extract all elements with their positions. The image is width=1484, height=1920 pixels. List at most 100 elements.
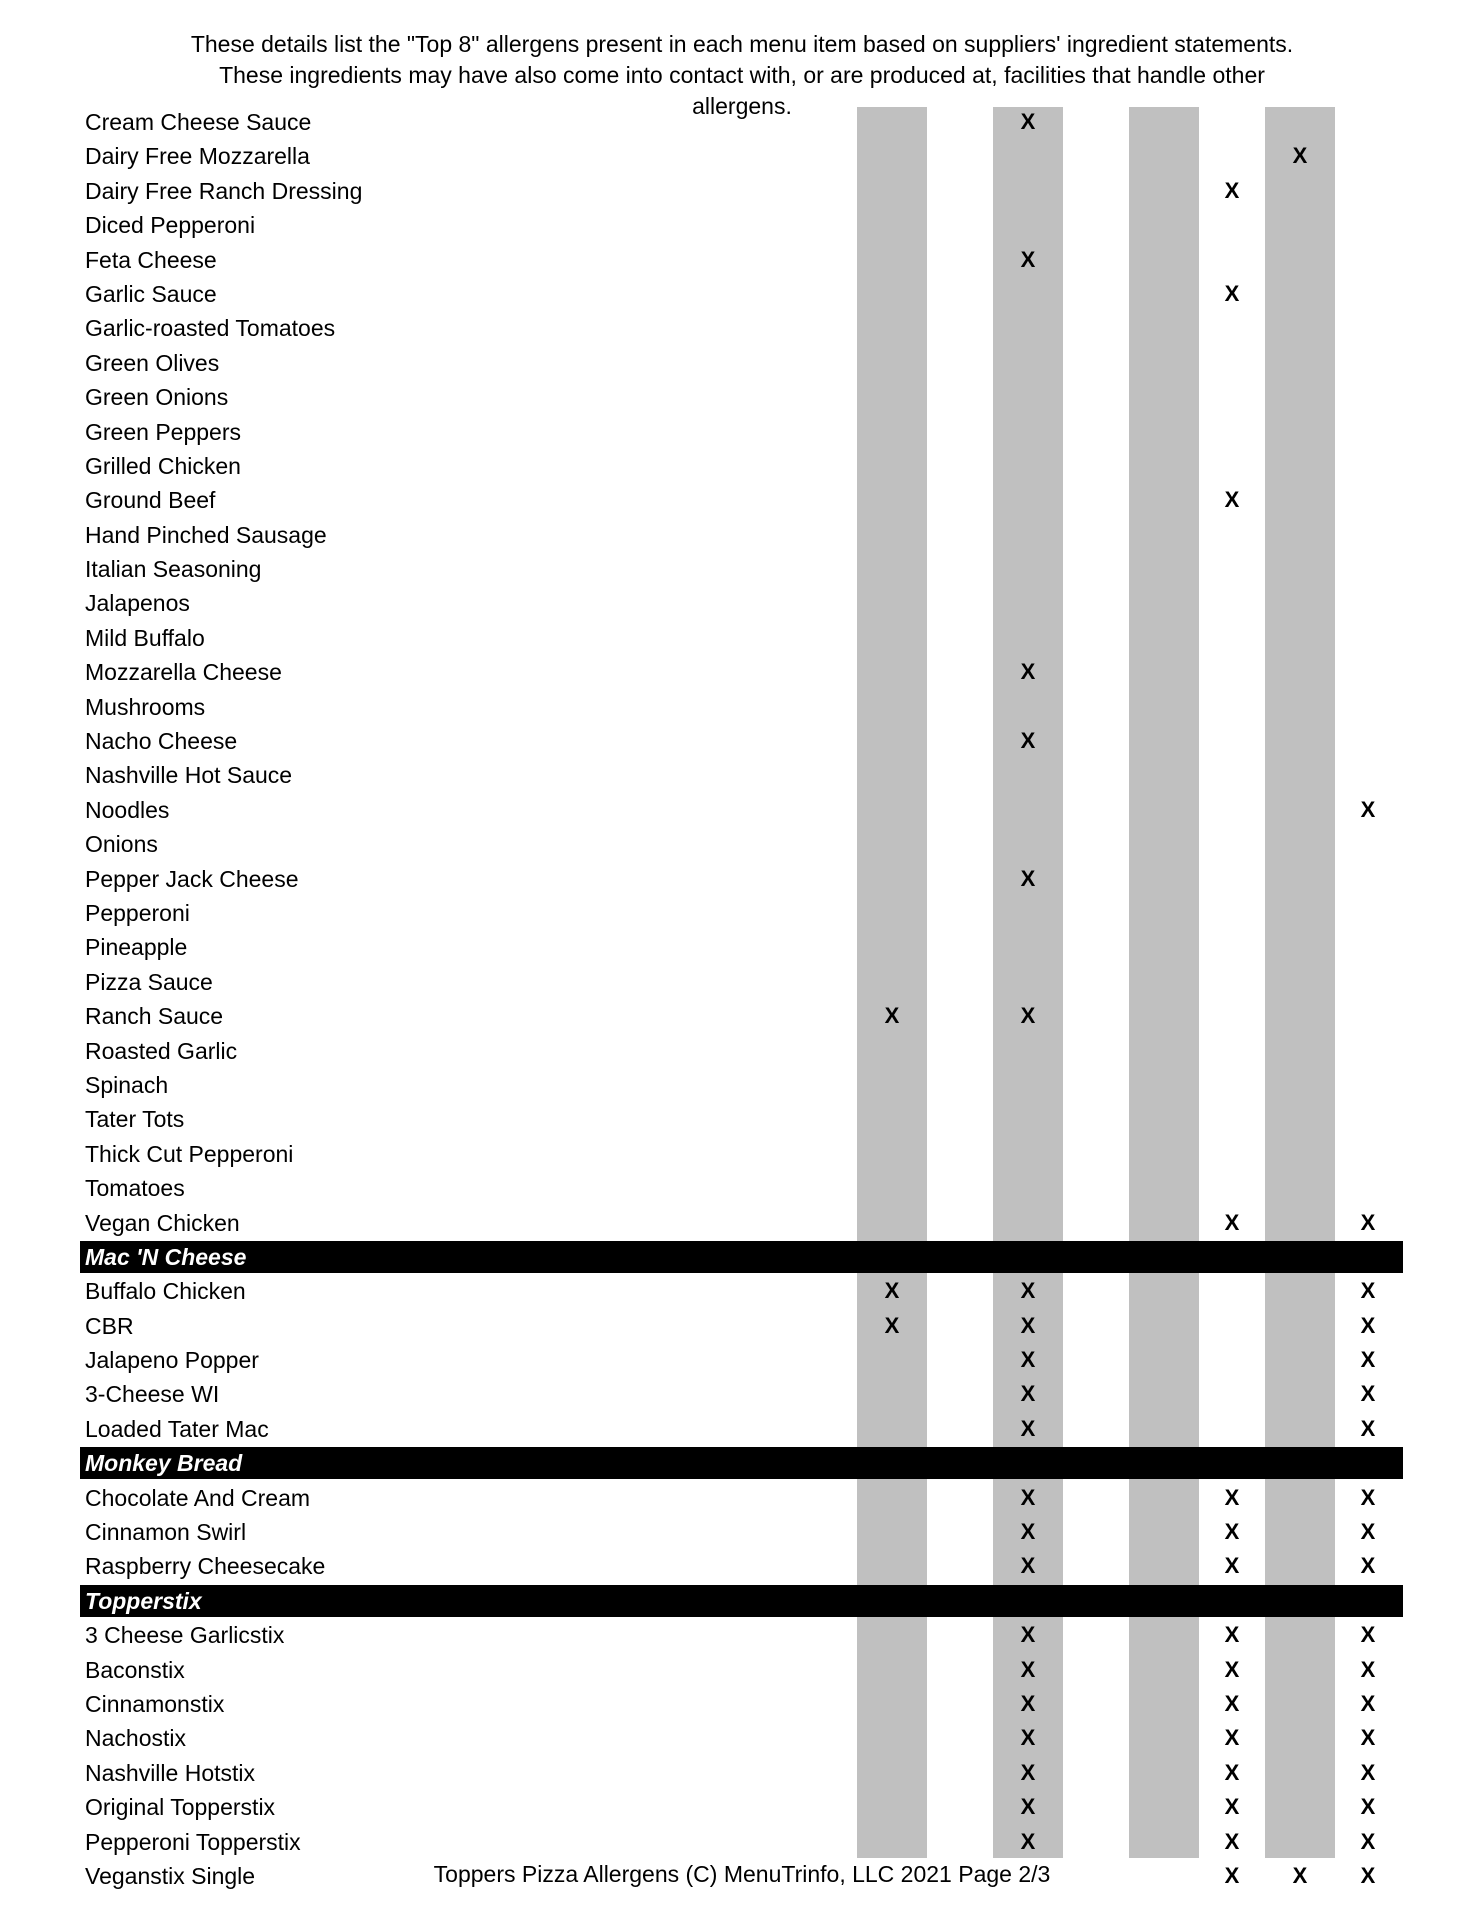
item-name: Thick Cut Pepperoni bbox=[85, 1140, 294, 1167]
item-name: Green Peppers bbox=[85, 418, 241, 445]
table-row: Ranch Sauce X X bbox=[0, 999, 1484, 1033]
allergen-mark: X bbox=[1292, 143, 1308, 169]
item-name: Cream Cheese Sauce bbox=[85, 109, 312, 135]
table-row: Cream Cheese Sauce X bbox=[0, 105, 1484, 139]
section-title: Monkey Bread bbox=[85, 1450, 243, 1477]
item-name: Pepperoni bbox=[85, 899, 190, 926]
allergen-mark: X bbox=[1360, 1209, 1376, 1235]
table-row: Mild Buffalo bbox=[0, 621, 1484, 655]
allergen-mark: X bbox=[1224, 1519, 1240, 1545]
allergen-mark: X bbox=[884, 1278, 900, 1304]
allergen-mark: X bbox=[1020, 1725, 1036, 1751]
item-name: Jalapenos bbox=[85, 590, 190, 617]
allergen-mark: X bbox=[1360, 1656, 1376, 1682]
allergen-mark: X bbox=[1020, 1003, 1036, 1029]
item-name: Jalapeno Popper bbox=[85, 1347, 259, 1374]
intro-line-3: allergens. bbox=[692, 93, 792, 119]
table-row: Thick Cut Pepperoni bbox=[0, 1137, 1484, 1171]
item-name: Nacho Cheese bbox=[85, 728, 238, 755]
allergen-mark: X bbox=[1020, 1759, 1036, 1785]
table-row: Cinnamonstix X X X bbox=[0, 1687, 1484, 1721]
item-name: Mild Buffalo bbox=[85, 624, 205, 651]
section-bar bbox=[80, 1584, 1403, 1617]
allergen-mark: X bbox=[1224, 1828, 1240, 1854]
item-name: Dairy Free Mozzarella bbox=[85, 143, 310, 170]
allergen-mark: X bbox=[1224, 1209, 1240, 1235]
allergen-mark: X bbox=[1360, 1828, 1376, 1854]
item-name: Dairy Free Ranch Dressing bbox=[85, 177, 363, 204]
allergen-mark: X bbox=[1020, 1347, 1036, 1373]
allergen-mark: X bbox=[1020, 1312, 1036, 1338]
item-name: Nashville Hot Sauce bbox=[85, 762, 293, 789]
table-row: Pepperoni Topperstix X X X bbox=[0, 1825, 1484, 1859]
allergen-mark: X bbox=[1360, 1312, 1376, 1338]
table-row: Vegan Chicken X X bbox=[0, 1206, 1484, 1240]
section-header: Topperstix bbox=[0, 1584, 1484, 1618]
item-name: Onions bbox=[85, 831, 158, 858]
allergen-mark: X bbox=[1224, 280, 1240, 306]
table-row: Mozzarella Cheese X bbox=[0, 655, 1484, 689]
table-row: Nashville Hotstix X X X bbox=[0, 1756, 1484, 1790]
table-row: Nacho Cheese X bbox=[0, 724, 1484, 758]
allergen-mark: X bbox=[1360, 1484, 1376, 1510]
allergen-mark: X bbox=[1020, 1484, 1036, 1510]
section-title: Topperstix bbox=[85, 1587, 202, 1614]
section-bar bbox=[80, 1240, 1403, 1273]
allergen-mark: X bbox=[1360, 1278, 1376, 1304]
item-name: Loaded Tater Mac bbox=[85, 1415, 269, 1442]
allergen-mark: X bbox=[1360, 1553, 1376, 1579]
item-name: Noodles bbox=[85, 796, 170, 823]
table-row: Jalapenos bbox=[0, 586, 1484, 620]
item-name: Cinnamon Swirl bbox=[85, 1519, 247, 1546]
item-name: Pepper Jack Cheese bbox=[85, 865, 299, 892]
item-name: Mushrooms bbox=[85, 693, 206, 720]
section-header: Mac 'N Cheese bbox=[0, 1240, 1484, 1274]
table-row: Garlic-roasted Tomatoes bbox=[0, 311, 1484, 345]
table-row: Italian Seasoning bbox=[0, 552, 1484, 586]
item-name: Tater Tots bbox=[85, 1106, 185, 1133]
allergen-mark: X bbox=[1020, 1794, 1036, 1820]
allergen-mark: X bbox=[884, 1003, 900, 1029]
item-name: Roasted Garlic bbox=[85, 1037, 238, 1064]
item-name: 3-Cheese WI bbox=[85, 1381, 220, 1408]
allergen-mark: X bbox=[1360, 1725, 1376, 1751]
allergen-mark: X bbox=[1020, 246, 1036, 272]
allergen-mark: X bbox=[1360, 1347, 1376, 1373]
table-row: 3 Cheese Garlicstix X X X bbox=[0, 1618, 1484, 1652]
table-row: Green Peppers bbox=[0, 415, 1484, 449]
table-row: Spinach bbox=[0, 1068, 1484, 1102]
item-name: Nashville Hotstix bbox=[85, 1759, 255, 1786]
allergen-mark: X bbox=[1224, 1862, 1240, 1888]
item-name: Vegan Chicken bbox=[85, 1209, 240, 1236]
item-name: Buffalo Chicken bbox=[85, 1278, 246, 1305]
table-row: CBR X X X bbox=[0, 1309, 1484, 1343]
item-name: Garlic Sauce bbox=[85, 280, 217, 307]
shaded-column-1 bbox=[857, 107, 927, 1858]
table-row: Buffalo Chicken X X X bbox=[0, 1274, 1484, 1308]
item-name: Green Olives bbox=[85, 349, 220, 376]
item-name: Baconstix bbox=[85, 1656, 185, 1683]
table-row: Pepper Jack Cheese X bbox=[0, 862, 1484, 896]
table-row: Noodles X bbox=[0, 793, 1484, 827]
allergen-mark: X bbox=[1360, 796, 1376, 822]
allergen-mark: X bbox=[1020, 728, 1036, 754]
item-name: Veganstix Single bbox=[85, 1862, 256, 1889]
table-row: Diced Pepperoni bbox=[0, 208, 1484, 242]
allergen-mark: X bbox=[1020, 1381, 1036, 1407]
table-row: Jalapeno Popper X X bbox=[0, 1343, 1484, 1377]
table-row: Tomatoes bbox=[0, 1171, 1484, 1205]
table-row: Dairy Free Mozzarella X bbox=[0, 139, 1484, 173]
table-row: Ground Beef X bbox=[0, 483, 1484, 517]
intro-text: These details list the "Top 8" allergens… bbox=[0, 29, 1484, 122]
allergen-mark: X bbox=[1020, 659, 1036, 685]
table-row: Raspberry Cheesecake X X X bbox=[0, 1549, 1484, 1583]
item-name: Pineapple bbox=[85, 934, 188, 961]
table-row: Nachostix X X X bbox=[0, 1721, 1484, 1755]
table-row: Green Onions bbox=[0, 380, 1484, 414]
shaded-column-7 bbox=[1265, 107, 1335, 1858]
allergen-mark: X bbox=[1224, 1656, 1240, 1682]
item-name: Garlic-roasted Tomatoes bbox=[85, 315, 336, 342]
allergen-mark: X bbox=[1020, 1656, 1036, 1682]
allergen-mark: X bbox=[1224, 1484, 1240, 1510]
table-row: 3-Cheese WI X X bbox=[0, 1377, 1484, 1411]
